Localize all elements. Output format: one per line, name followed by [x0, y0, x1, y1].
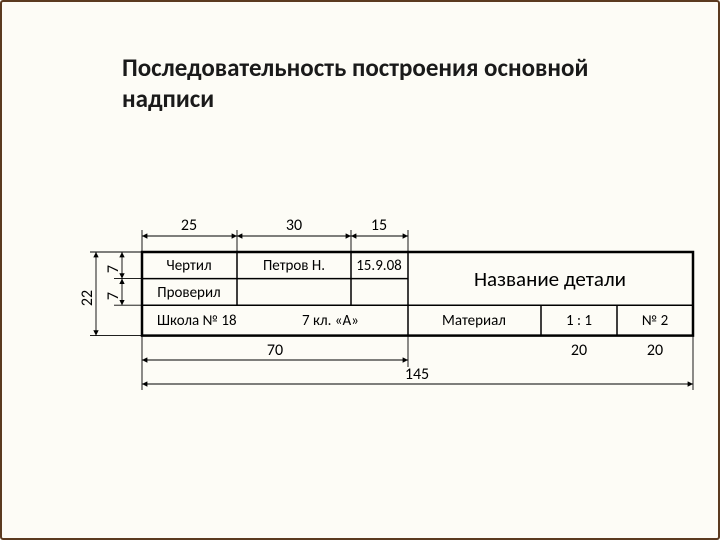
cell-chertil: Чертил [166, 257, 211, 275]
cell-material: Материал [442, 312, 506, 330]
part-title: Название детали [474, 266, 626, 292]
dim-25: 25 [181, 216, 197, 235]
dim-30: 30 [286, 216, 302, 235]
cell-no: № 2 [642, 312, 668, 330]
dim-15: 15 [371, 216, 387, 235]
dim-70: 70 [267, 341, 283, 360]
dim-20b: 20 [647, 341, 663, 360]
cell-class: 7 кл. «А» [302, 312, 359, 330]
dim-20a: 20 [571, 341, 587, 360]
cell-proveril: Проверил [157, 284, 220, 302]
page-title: Последовательность построения основной н… [122, 52, 648, 115]
dim-22: 22 [78, 290, 97, 306]
dim-145: 145 [405, 365, 429, 384]
cell-scale: 1 : 1 [566, 312, 592, 330]
cell-petrov: Петров Н. [263, 257, 325, 275]
dim-7b: 7 [104, 292, 123, 300]
cell-date: 15.9.08 [356, 257, 402, 275]
titleblock-diagram: 25 30 15 7 7 22 70 145 20 20 Чер [92, 212, 692, 517]
cell-school: Школа № 18 [157, 312, 237, 330]
dim-7a: 7 [104, 265, 123, 273]
